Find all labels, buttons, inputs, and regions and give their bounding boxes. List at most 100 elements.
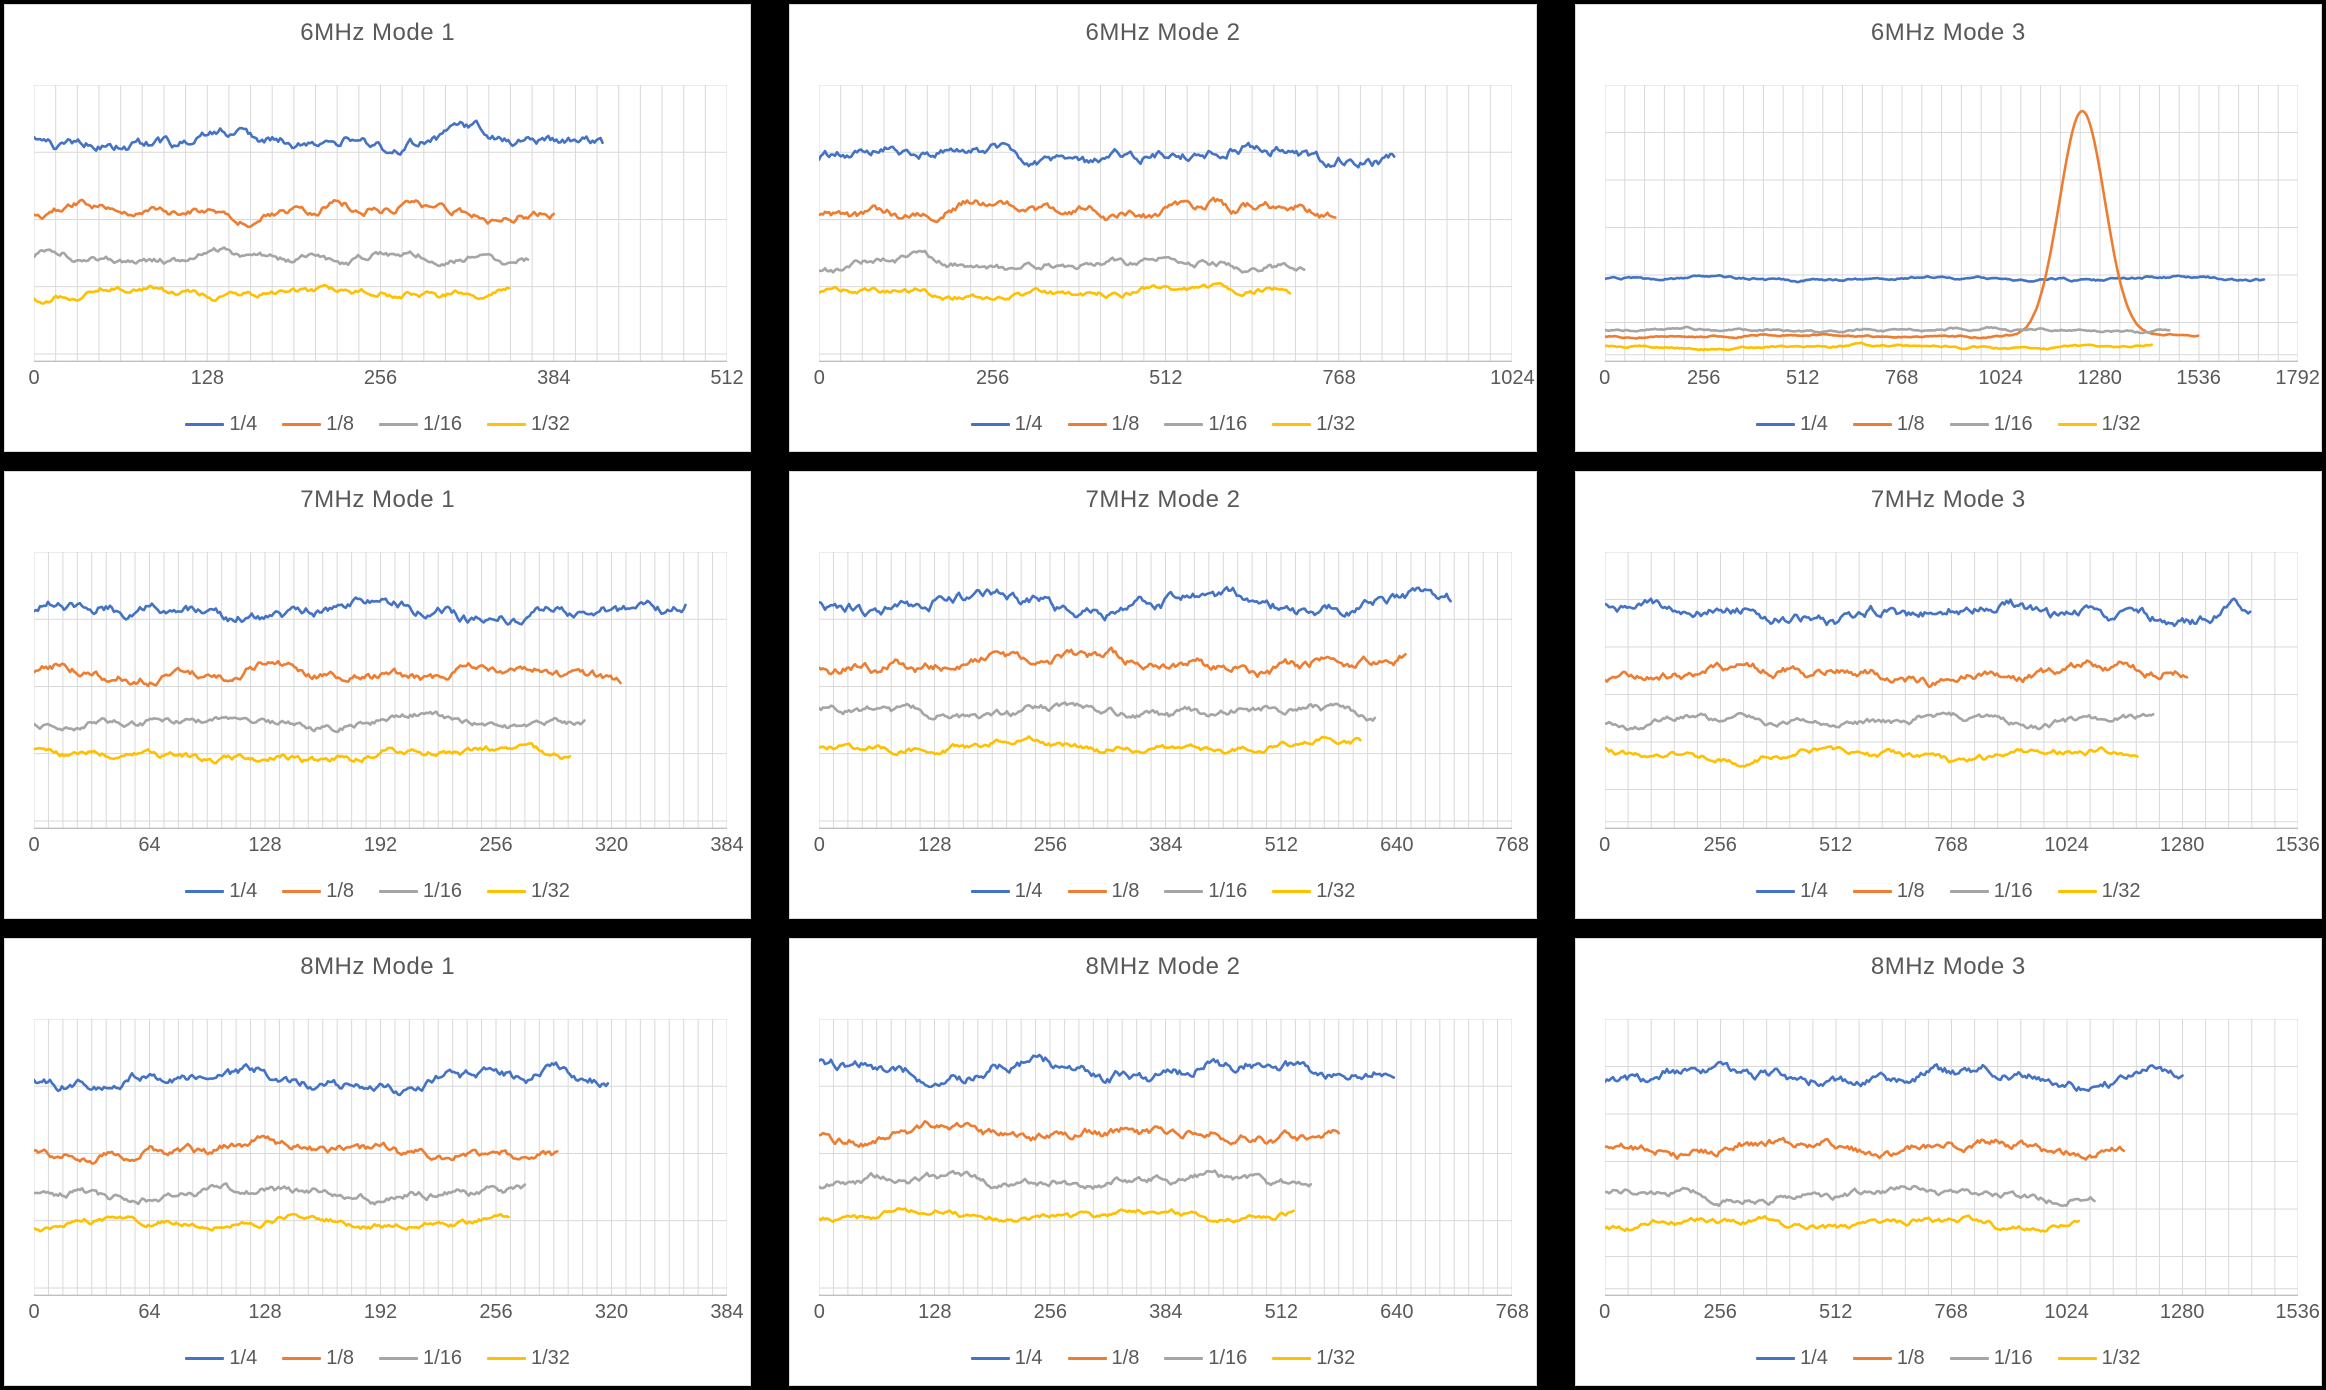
legend-label: 1/16 (1208, 879, 1248, 902)
x-tick-label: 768 (1495, 834, 1530, 856)
x-tick-label: 192 (363, 1301, 398, 1323)
chart-panel-8mhz-mode-2[interactable]: 8MHz Mode 2 0 128 256 384 512 640 768 1/4 1/8 1/… (789, 938, 1537, 1386)
plot-area (34, 85, 727, 362)
legend-item-1-32: 1/32 (1272, 1347, 1355, 1370)
x-tick-label: 768 (1884, 367, 1919, 389)
x-tick-label: 512 (710, 367, 744, 389)
x-axis-tick-labels: 0 256 512 768 1024 (814, 367, 1535, 393)
chart-panel-7mhz-mode-3[interactable]: 7MHz Mode 3 0 256 512 768 1024 1280 1536 1/4 1/… (1574, 471, 2322, 919)
series-line-1-16 (34, 246, 530, 268)
chart-panel-6mhz-mode-1[interactable]: 6MHz Mode 1 0 128 256 384 512 1/4 1/8 1/16 1/32 (4, 4, 752, 452)
x-tick-label: 0 (28, 367, 40, 389)
series-line-1-4 (1604, 274, 2265, 284)
legend-label: 1/8 (1111, 412, 1140, 435)
series-line-1-32 (1604, 745, 2139, 768)
series-line-1-16 (819, 1169, 1313, 1190)
legend-label: 1/32 (2101, 1346, 2141, 1369)
series-line-1-4 (819, 141, 1396, 169)
legend-item-1-16: 1/16 (379, 880, 462, 903)
series-line-1-16 (1604, 711, 2155, 732)
legend-label: 1/16 (1208, 412, 1248, 435)
legend-label: 1/8 (1111, 879, 1140, 902)
legend-label: 1/16 (423, 1346, 462, 1369)
chart-panel-7mhz-mode-2[interactable]: 7MHz Mode 2 0 128 256 384 512 640 768 1/4 1/8 1/… (789, 471, 1537, 919)
chart-title: 7MHz Mode 3 (1870, 486, 2026, 513)
x-tick-label: 0 (1599, 834, 1611, 856)
legend-label: 1/16 (1208, 1346, 1248, 1369)
legend-line-swatch (1852, 889, 1892, 893)
legend-item-1-8: 1/8 (1852, 413, 1925, 436)
chart-legend: 1/4 1/8 1/16 1/32 (5, 877, 750, 905)
legend-label: 1/4 (229, 412, 258, 435)
chart-panel-8mhz-mode-3[interactable]: 8MHz Mode 3 0 256 512 768 1024 1280 1536 1/4 1/… (1574, 938, 2322, 1386)
x-tick-label: 0 (1599, 1301, 1611, 1323)
plot-area (1604, 552, 2298, 829)
legend-line-swatch (486, 422, 526, 426)
legend-label: 1/8 (326, 412, 355, 435)
x-tick-label: 1280 (2159, 834, 2205, 856)
x-tick-label: 1792 (2275, 367, 2320, 389)
legend-line-swatch (1164, 889, 1204, 893)
x-tick-label: 128 (248, 1301, 282, 1323)
chart-title: 7MHz Mode 1 (300, 486, 456, 513)
x-tick-label: 1024 (2044, 834, 2089, 856)
legend-item-1-8: 1/8 (1067, 412, 1140, 436)
x-tick-label: 320 (594, 834, 629, 856)
series-line-1-16 (1604, 325, 2171, 335)
legend-label: 1/16 (423, 412, 462, 435)
x-axis-tick-labels: 0 256 512 768 1024 1280 1536 (1599, 1301, 2320, 1327)
chart-panel-8mhz-mode-1[interactable]: 8MHz Mode 1 0 64 128 192 256 320 384 1/4 1/8 1/1… (4, 938, 752, 1386)
legend-line-swatch (379, 889, 419, 893)
legend-item-1-32: 1/32 (2057, 879, 2141, 903)
x-tick-label: 1280 (2077, 367, 2122, 389)
legend-item-1-16: 1/16 (1949, 413, 2033, 436)
legend-line-swatch (1164, 422, 1204, 426)
x-tick-label: 512 (1264, 1301, 1299, 1323)
chart-panel-6mhz-mode-3[interactable]: 6MHz Mode 3 0 256 512 768 1024 1280 1536 1792 1… (1574, 4, 2322, 452)
chart-panel-7mhz-mode-1[interactable]: 7MHz Mode 1 0 64 128 192 256 320 384 1/4 1/8 1/1… (4, 471, 752, 919)
series-line-1-4 (1604, 1060, 2184, 1093)
x-tick-label: 64 (138, 1301, 161, 1323)
legend-item-1-8: 1/8 (1852, 1347, 1925, 1370)
legend-item-1-4: 1/4 (970, 1347, 1043, 1370)
legend-item-1-8: 1/8 (1067, 1347, 1139, 1370)
legend-item-1-32: 1/32 (1272, 880, 1355, 903)
chart-panel-6mhz-mode-2[interactable]: 6MHz Mode 2 0 256 512 768 1024 1/4 1/8 1/16 1/3… (789, 4, 1537, 452)
chart-legend: 1/4 1/8 1/16 1/32 (790, 410, 1535, 438)
series-line-1-4 (34, 596, 687, 626)
legend-line-swatch (185, 1356, 225, 1360)
x-axis-tick-labels: 0 128 256 384 512 640 768 (814, 834, 1529, 860)
chart-legend: 1/4 1/8 1/16 1/32 (1576, 410, 2321, 438)
legend-item-1-4: 1/4 (970, 880, 1043, 903)
x-axis-tick-labels: 0 256 512 768 1024 1280 1536 1792 (1599, 367, 2320, 393)
x-tick-label: 320 (594, 1301, 629, 1323)
legend-label: 1/32 (2101, 879, 2141, 902)
legend-line-swatch (1272, 889, 1312, 893)
x-tick-label: 384 (1149, 834, 1183, 856)
legend-item-1-16: 1/16 (1164, 413, 1247, 436)
x-tick-label: 0 (1599, 367, 1611, 389)
series-line-1-8 (1604, 109, 2200, 340)
legend-line-swatch (1852, 1356, 1892, 1360)
legend-label: 1/4 (229, 879, 258, 902)
legend-line-swatch (379, 1356, 419, 1360)
series-line-1-8 (819, 1120, 1341, 1148)
x-axis-tick-labels: 0 128 256 384 512 640 768 (814, 1301, 1529, 1327)
x-tick-label: 1536 (2275, 1301, 2320, 1323)
legend-line-swatch (185, 889, 225, 893)
legend-item-1-16: 1/16 (1949, 880, 2033, 903)
x-tick-label: 128 (918, 834, 952, 856)
chart-legend: 1/4 1/8 1/16 1/32 (790, 877, 1535, 905)
legend-label: 1/8 (326, 879, 355, 902)
x-tick-label: 0 (28, 1301, 40, 1323)
chart-legend: 1/4 1/8 1/16 1/32 (1576, 877, 2321, 905)
legend-line-swatch (1756, 1356, 1796, 1360)
series-line-1-8 (1604, 1136, 2125, 1161)
x-tick-label: 1024 (1978, 367, 2023, 389)
series-line-1-16 (819, 249, 1306, 274)
legend-line-swatch (1949, 889, 1989, 893)
legend-line-swatch (2057, 1356, 2097, 1360)
x-axis-tick-labels: 0 64 128 192 256 320 384 (28, 834, 743, 860)
x-tick-label: 256 (1686, 367, 1721, 389)
legend-line-swatch (1164, 1356, 1204, 1360)
